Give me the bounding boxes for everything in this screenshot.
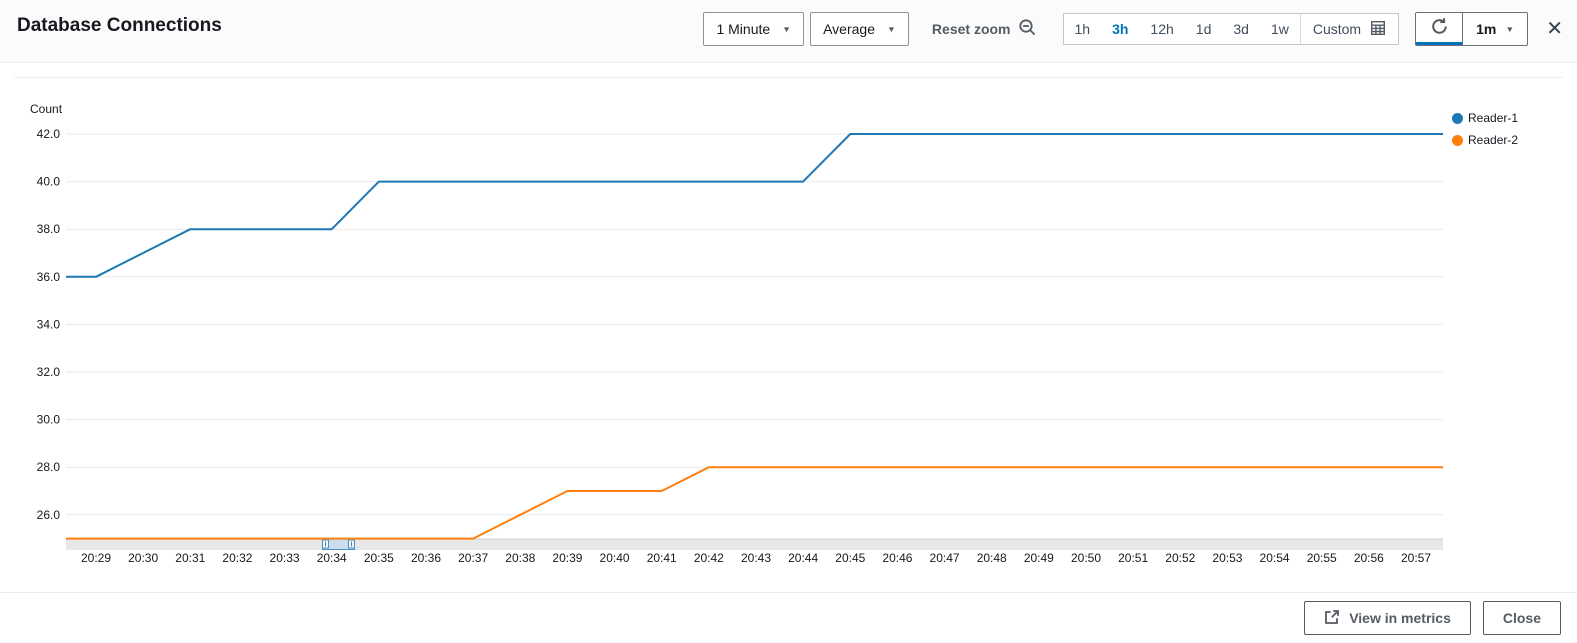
x-tick-label: 20:33: [270, 551, 300, 565]
y-tick-label: 30.0: [37, 413, 61, 427]
x-tick-label: 20:56: [1354, 551, 1384, 565]
period-dropdown-value: 1 Minute: [716, 21, 770, 37]
view-in-metrics-button[interactable]: View in metrics: [1304, 601, 1471, 635]
custom-range-label: Custom: [1313, 21, 1361, 37]
range-button-12h[interactable]: 12h: [1139, 14, 1184, 44]
refresh-icon: [1430, 17, 1449, 41]
x-tick-label: 20:41: [647, 551, 677, 565]
reset-zoom-button[interactable]: Reset zoom: [932, 18, 1037, 40]
statistic-dropdown[interactable]: Average ▼: [810, 12, 909, 46]
x-tick-label: 20:30: [128, 551, 158, 565]
custom-range-button[interactable]: Custom: [1300, 14, 1398, 44]
chevron-down-icon: ▼: [782, 25, 791, 33]
refresh-interval-dropdown[interactable]: 1m ▼: [1463, 13, 1527, 45]
x-tick-label: 20:42: [694, 551, 724, 565]
x-tick-label: 20:37: [458, 551, 488, 565]
close-button-label: Close: [1503, 610, 1541, 626]
refresh-button[interactable]: [1416, 13, 1463, 45]
y-axis-title: Count: [30, 102, 63, 116]
x-tick-label: 20:46: [882, 551, 912, 565]
chevron-down-icon: ▼: [887, 25, 896, 33]
y-tick-label: 26.0: [37, 508, 61, 522]
x-tick-label: 20:50: [1071, 551, 1101, 565]
legend-item-reader-2[interactable]: Reader-2: [1452, 133, 1518, 147]
x-tick-label: 20:36: [411, 551, 441, 565]
y-tick-label: 28.0: [37, 460, 61, 474]
time-range-group: 1h3h12h1d3d1w Custom: [1063, 13, 1400, 45]
range-button-1w[interactable]: 1w: [1260, 14, 1300, 44]
x-tick-label: 20:45: [835, 551, 865, 565]
x-tick-label: 20:44: [788, 551, 818, 565]
y-tick-label: 38.0: [37, 222, 61, 236]
x-tick-label: 20:34: [317, 551, 347, 565]
legend-item-reader-1[interactable]: Reader-1: [1452, 111, 1518, 125]
x-tick-label: 20:55: [1307, 551, 1337, 565]
range-button-1d[interactable]: 1d: [1185, 14, 1223, 44]
close-button[interactable]: Close: [1483, 601, 1561, 635]
y-tick-label: 32.0: [37, 365, 61, 379]
x-tick-label: 20:51: [1118, 551, 1148, 565]
y-tick-label: 34.0: [37, 317, 61, 331]
x-tick-label: 20:57: [1401, 551, 1431, 565]
range-button-1h[interactable]: 1h: [1064, 14, 1102, 44]
x-tick-label: 20:49: [1024, 551, 1054, 565]
chart-legend: Reader-1 Reader-2: [1452, 111, 1518, 147]
series-line-reader-2: [66, 467, 1443, 538]
legend-marker: [1452, 135, 1463, 146]
range-button-3h[interactable]: 3h: [1101, 14, 1139, 44]
series-line-reader-1: [66, 134, 1443, 277]
x-tick-label: 20:32: [222, 551, 252, 565]
x-tick-label: 20:47: [930, 551, 960, 565]
header-controls: 1 Minute ▼ Average ▼ Reset zoom 1h3h12h1…: [703, 12, 1563, 46]
view-in-metrics-label: View in metrics: [1349, 610, 1451, 626]
x-tick-label: 20:43: [741, 551, 771, 565]
range-button-3d[interactable]: 3d: [1222, 14, 1260, 44]
page-title: Database Connections: [17, 15, 222, 37]
x-tick-label: 20:52: [1165, 551, 1195, 565]
chart-scrollbar-track[interactable]: [66, 539, 1443, 550]
refresh-control-group: 1m ▼: [1415, 12, 1528, 46]
auto-refresh-progress-bar: [1416, 42, 1462, 45]
y-tick-label: 40.0: [37, 175, 61, 189]
statistic-dropdown-value: Average: [823, 21, 875, 37]
legend-marker: [1452, 113, 1463, 124]
legend-label: Reader-2: [1468, 133, 1518, 147]
external-link-icon: [1324, 609, 1340, 628]
chevron-down-icon: ▼: [1505, 25, 1514, 33]
modal-header: Database Connections 1 Minute ▼ Average …: [0, 0, 1577, 63]
x-tick-label: 20:29: [81, 551, 111, 565]
refresh-interval-value: 1m: [1476, 21, 1496, 37]
legend-label: Reader-1: [1468, 111, 1518, 125]
reset-zoom-label: Reset zoom: [932, 21, 1011, 37]
y-tick-label: 42.0: [37, 127, 61, 141]
close-icon[interactable]: ✕: [1546, 13, 1563, 45]
x-tick-label: 20:54: [1260, 551, 1290, 565]
modal-footer: View in metrics Close: [0, 592, 1577, 643]
zoom-out-icon: [1018, 18, 1037, 40]
x-tick-label: 20:31: [175, 551, 205, 565]
x-tick-label: 20:39: [552, 551, 582, 565]
y-tick-label: 36.0: [37, 270, 61, 284]
x-tick-label: 20:35: [364, 551, 394, 565]
x-tick-label: 20:40: [600, 551, 630, 565]
x-tick-label: 20:48: [977, 551, 1007, 565]
x-tick-label: 20:53: [1212, 551, 1242, 565]
x-tick-label: 20:38: [505, 551, 535, 565]
connections-chart[interactable]: 42.0 40.0 38.0 36.0 34.0 32.0 30.0 28.0 26.0 Coun…: [0, 0, 1577, 643]
calendar-grid-icon: [1370, 20, 1386, 39]
period-dropdown[interactable]: 1 Minute ▼: [703, 12, 804, 46]
